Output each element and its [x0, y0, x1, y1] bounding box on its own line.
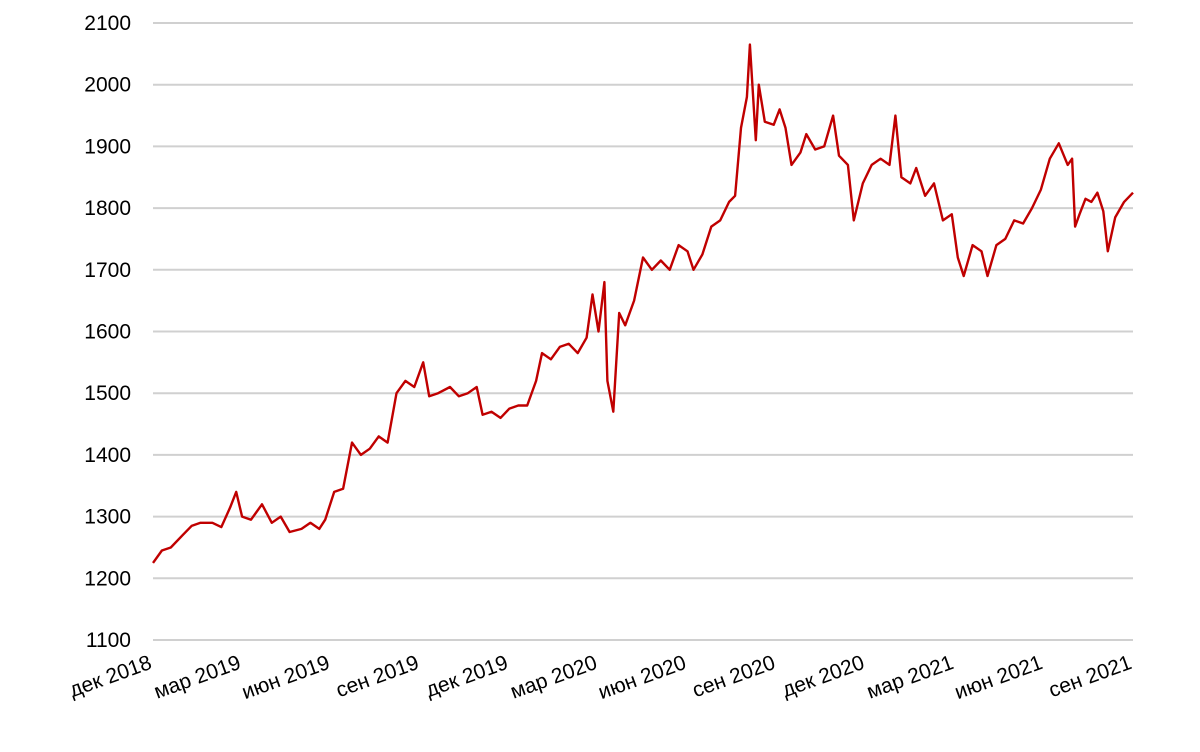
x-tick-label: мар 2020 [507, 651, 600, 704]
price-line [152, 43, 1134, 564]
y-tick-label: 1700 [84, 259, 131, 282]
x-tick-label: сен 2019 [333, 651, 422, 702]
x-tick-label: сен 2021 [1046, 651, 1135, 702]
x-tick-label: июн 2020 [595, 651, 689, 704]
x-tick-label: июн 2019 [239, 651, 333, 704]
x-tick-label: дек 2020 [779, 651, 867, 702]
x-tick-label: июн 2021 [952, 651, 1046, 704]
y-tick-label: 1900 [84, 135, 131, 158]
y-tick-label: 1400 [84, 444, 131, 467]
y-tick-label: 2100 [84, 12, 131, 35]
y-tick-label: 1100 [86, 629, 131, 652]
y-tick-label: 1800 [84, 197, 131, 220]
y-tick-label: 1300 [84, 506, 131, 529]
y-tick-label: 1600 [84, 321, 131, 344]
y-tick-label: 2000 [84, 74, 131, 97]
y-tick-label: 1200 [84, 567, 131, 590]
y-tick-label: 1500 [84, 382, 131, 405]
x-tick-label: мар 2021 [864, 651, 957, 704]
x-tick-label: сен 2020 [689, 651, 778, 702]
x-tick-label: мар 2019 [151, 651, 244, 704]
x-tick-label: дек 2018 [66, 651, 154, 702]
x-tick-label: дек 2019 [423, 651, 511, 702]
